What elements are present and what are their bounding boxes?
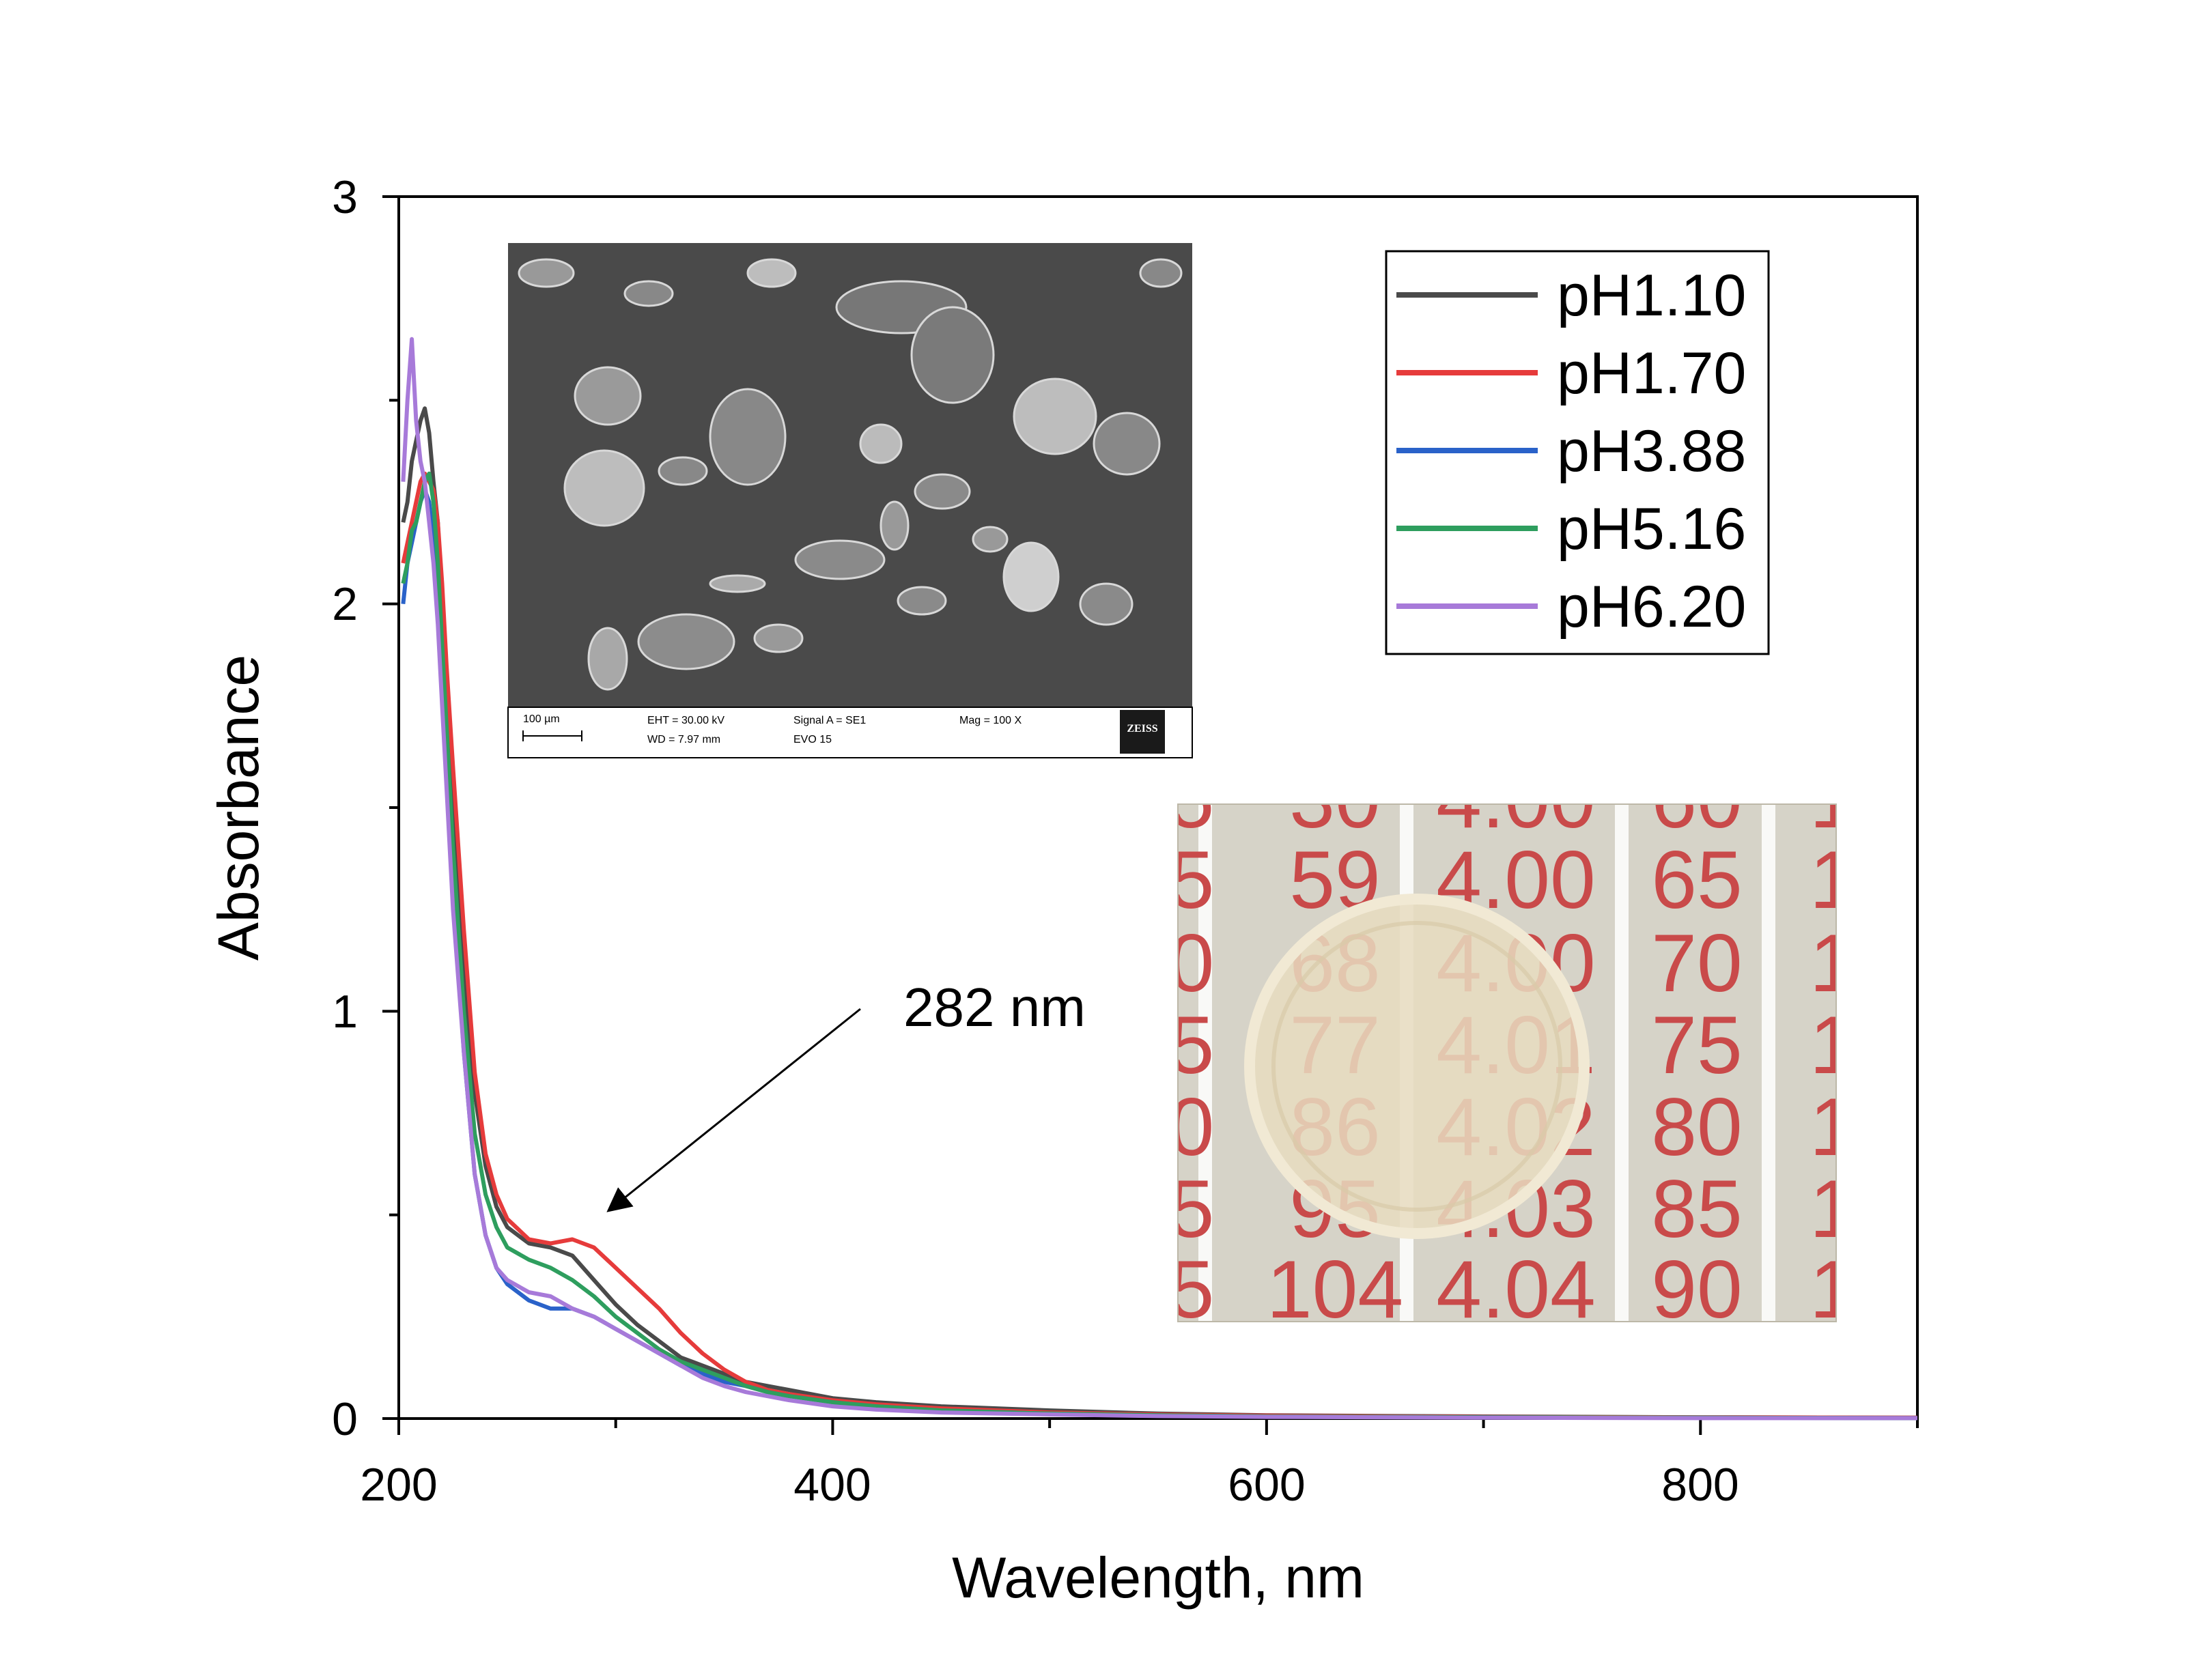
y-tick-label-3: 3 [332, 171, 358, 223]
photo-left-num: 5 [1169, 999, 1215, 1091]
y-tick-labels: 0 1 2 3 [332, 171, 358, 1445]
x-tick-label-200: 200 [360, 1459, 437, 1511]
y-tick-label-2: 2 [332, 578, 358, 630]
annotation-arrow [606, 1008, 861, 1212]
photo-strip-num: 75 [1651, 999, 1742, 1091]
photo-left-num: 5 [1169, 754, 1215, 845]
photo-strip-num: 60 [1651, 754, 1742, 845]
x-axis-title: Wavelength, nm [952, 1546, 1364, 1610]
photo-strip-num: 70 [1651, 917, 1742, 1009]
legend-label-ph6-20: pH6.20 [1557, 574, 1746, 640]
photo-left-num: 0 [1169, 917, 1215, 1009]
photo-strip-num: 18 [1810, 1163, 1900, 1255]
sem-signal: Signal A = SE1 [793, 715, 866, 726]
x-tick-label-400: 400 [793, 1459, 871, 1511]
photo-left-num: 5 [1169, 1163, 1215, 1255]
y-tick-label-0: 0 [332, 1393, 358, 1445]
series-line-ph5-16 [401, 471, 1918, 1421]
photo-inset: 55050553059687786951044.004.004.004.014.… [1169, 754, 1900, 1335]
photo-strip-num: 4.00 [1436, 754, 1596, 845]
photo-left-num: 0 [1169, 1081, 1215, 1173]
photo-strip-num: 104 [1267, 1244, 1403, 1335]
sem-wd: WD = 7.97 mm [647, 734, 720, 745]
sem-mag: Mag = 100 X [959, 715, 1022, 726]
annotation-label: 282 nm [903, 977, 1086, 1038]
y-axis-title: Absorbance [206, 655, 270, 960]
legend-label-ph1-10: pH1.10 [1557, 263, 1746, 328]
photo-strip-num: 16 [1810, 999, 1900, 1091]
photo-strip-num: 85 [1651, 1163, 1742, 1255]
sem-instrument: EVO 15 [793, 734, 832, 745]
photo-strip-num: 80 [1651, 1081, 1742, 1173]
photo-strip-num: 15 [1810, 917, 1900, 1009]
series-layer [401, 337, 1918, 1421]
sem-micrograph-inset: 100 µm EHT = 30.00 kV WD = 7.97 mm Signa… [507, 243, 1193, 758]
photo-left-num: 5 [1169, 834, 1215, 926]
zeiss-logo-text: ZEISS [1127, 723, 1157, 735]
series-line-ph6-20 [401, 337, 1917, 1421]
zeiss-logo [1120, 710, 1165, 754]
legend-label-ph3-88: pH3.88 [1557, 418, 1746, 484]
photo-strip-num: 17 [1810, 1081, 1900, 1173]
legend-label-ph5-16: pH5.16 [1557, 496, 1746, 562]
x-tick-label-600: 600 [1228, 1459, 1305, 1511]
x-tick-labels: 200 400 600 800 [360, 1459, 1738, 1511]
photo-strip-num: 65 [1651, 834, 1742, 926]
photo-strip-num: 13 [1810, 754, 1900, 845]
y-tick-label-1: 1 [332, 986, 358, 1038]
x-tick-label-800: 800 [1661, 1459, 1738, 1511]
legend: pH1.10 pH1.70 pH3.88 pH5.16 pH6.20 [1385, 250, 1770, 655]
photo-left-num: 5 [1169, 1244, 1215, 1335]
photo-strip-num: 14 [1810, 834, 1900, 926]
sem-info-bar [507, 707, 1193, 758]
sem-eht: EHT = 30.00 kV [647, 715, 724, 726]
photo-strip-num: 19 [1810, 1244, 1900, 1335]
peak-annotation: 282 nm [606, 977, 1086, 1212]
axis-ticks [382, 195, 1919, 1435]
sem-particles [518, 258, 1183, 691]
photo-strip-num: 30 [1289, 754, 1380, 845]
sem-scale-label: 100 µm [523, 713, 560, 725]
pellet-disk [1244, 894, 1590, 1239]
photo-strip-num: 4.04 [1436, 1244, 1596, 1335]
photo-strip-num: 90 [1651, 1244, 1742, 1335]
legend-label-ph1-70: pH1.70 [1557, 341, 1746, 406]
